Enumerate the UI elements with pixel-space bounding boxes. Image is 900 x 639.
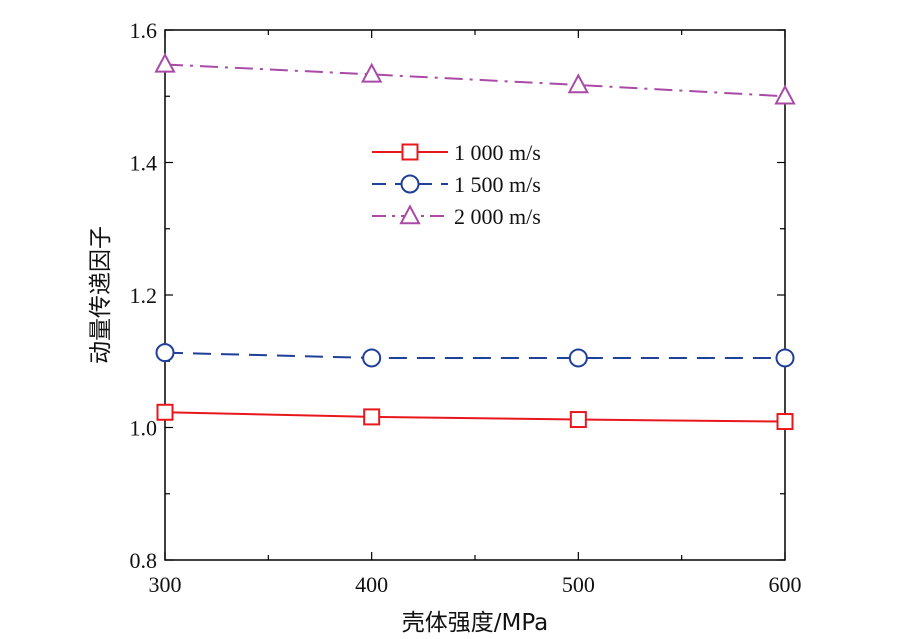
- data-point: [363, 408, 381, 426]
- legend-label: 1 500 m/s: [454, 172, 541, 197]
- x-tick-label: 400: [355, 572, 388, 597]
- plot-frame: [164, 29, 786, 561]
- data-point: [360, 62, 383, 83]
- y-tick-label: 1.6: [130, 18, 158, 43]
- y-tick-label: 0.8: [130, 548, 158, 573]
- series-line: [164, 351, 785, 359]
- legend-marker: [401, 143, 419, 161]
- data-point: [154, 52, 176, 73]
- legend-label: 1 000 m/s: [454, 140, 541, 165]
- legend-marker: [400, 174, 420, 194]
- x-tick-label: 600: [769, 572, 802, 597]
- data-point: [569, 411, 587, 429]
- data-point: [156, 403, 174, 421]
- series-2: [155, 343, 795, 368]
- series-layer: [154, 52, 796, 431]
- x-tick-label: 500: [562, 572, 595, 597]
- data-point: [568, 348, 588, 368]
- x-axis-title: 壳体强度/MPa: [402, 610, 549, 636]
- data-point: [567, 73, 590, 94]
- series-3: [154, 52, 796, 105]
- data-point: [776, 413, 794, 431]
- legend-label: 2 000 m/s: [454, 204, 541, 229]
- series-line: [164, 411, 786, 423]
- data-point: [362, 348, 382, 368]
- data-point: [774, 84, 796, 105]
- legend-item: 2 000 m/s: [372, 204, 541, 229]
- legend-marker: [399, 204, 421, 225]
- legend: 1 000 m/s 1 500 m/s 2 000 m/s: [372, 140, 541, 229]
- legend-item: 1 000 m/s: [372, 140, 541, 165]
- y-tick-label: 1.4: [130, 151, 158, 176]
- data-point: [155, 343, 175, 363]
- legend-item: 1 500 m/s: [372, 172, 541, 197]
- series-line: [164, 63, 786, 98]
- y-tick-label: 1.2: [130, 283, 158, 308]
- x-tick-label: 300: [149, 572, 182, 597]
- series-1: [156, 403, 794, 431]
- data-point: [775, 348, 795, 368]
- ticks-layer: 300 400 500 600 0.8 1.0 1.2 1.4 1.6: [130, 18, 802, 597]
- y-tick-label: 1.0: [130, 416, 158, 441]
- y-axis-title: 动量传递因子: [88, 226, 114, 364]
